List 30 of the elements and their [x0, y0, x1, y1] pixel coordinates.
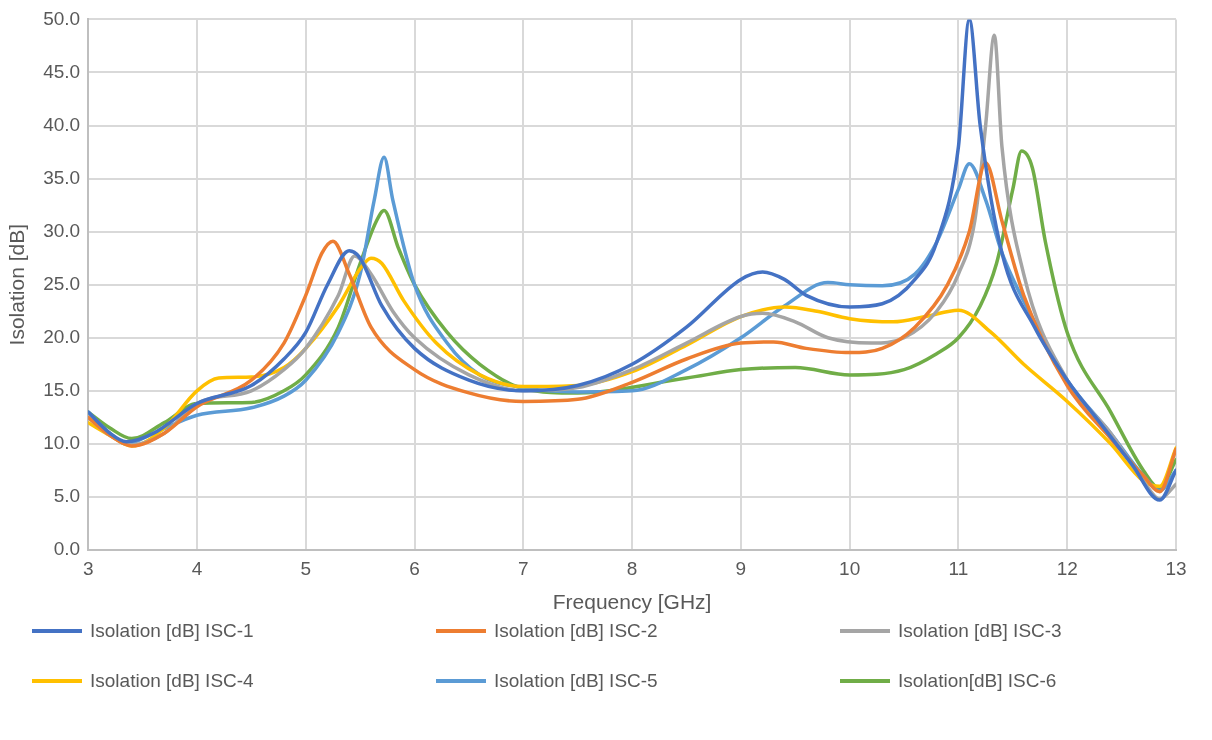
legend-label: Isolation [dB] ISC-4: [90, 670, 254, 692]
legend-label: Isolation [dB] ISC-3: [898, 620, 1062, 642]
y-tick-label: 45.0: [43, 60, 81, 82]
y-tick-label: 50.0: [43, 7, 81, 29]
x-tick-label: 8: [626, 557, 638, 579]
y-tick-label: 40.0: [43, 113, 81, 135]
y-tick-label: 25.0: [43, 272, 81, 294]
x-tick-label: 10: [839, 557, 861, 579]
legend-label: Isolation[dB] ISC-6: [898, 670, 1057, 692]
y-tick-label: 10.0: [43, 432, 81, 454]
y-axis-title: Isolation [dB]: [5, 224, 29, 346]
y-tick-label: 35.0: [43, 166, 81, 188]
y-tick-label: 0.0: [53, 538, 81, 560]
x-tick-label: 7: [518, 557, 529, 579]
x-tick-label: 6: [409, 557, 420, 579]
x-tick-label: 4: [191, 557, 203, 579]
x-tick-label: 12: [1056, 557, 1078, 579]
x-axis-title: Frequency [GHz]: [552, 590, 712, 614]
x-tick-label: 3: [82, 557, 94, 579]
legend-label: Isolation [dB] ISC-5: [494, 670, 658, 692]
x-tick-label: 9: [735, 557, 747, 579]
x-tick-label: 13: [1165, 557, 1187, 579]
y-tick-label: 20.0: [43, 325, 81, 347]
x-tick-label: 5: [300, 557, 312, 579]
y-tick-label: 5.0: [53, 485, 81, 507]
x-tick-label: 11: [948, 557, 969, 579]
y-tick-label: 15.0: [43, 379, 81, 401]
legend-label: Isolation [dB] ISC-2: [494, 620, 658, 642]
y-tick-label: 30.0: [43, 219, 81, 241]
legend-label: Isolation [dB] ISC-1: [90, 620, 254, 642]
